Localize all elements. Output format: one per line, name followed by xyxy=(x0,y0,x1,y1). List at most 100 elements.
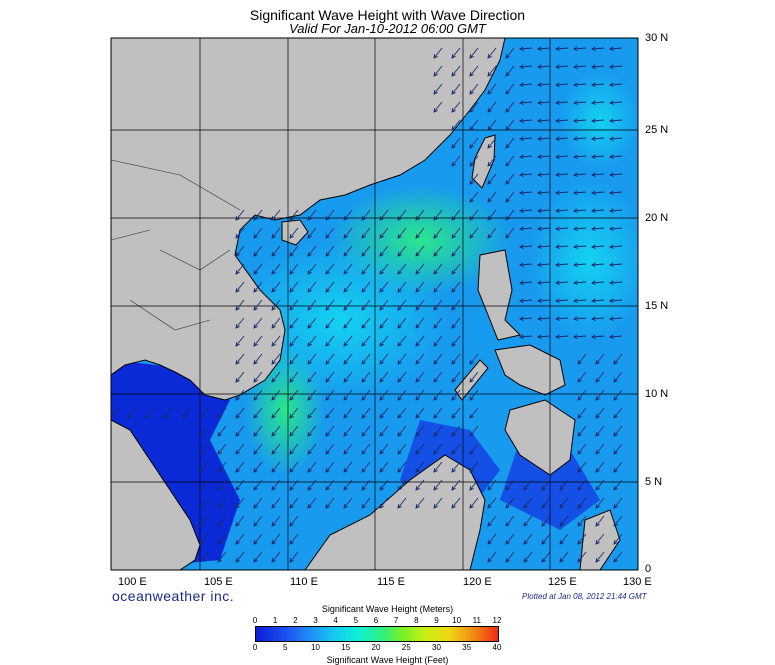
wave-arrow xyxy=(433,83,443,95)
wave-arrow xyxy=(343,281,353,293)
wave-arrow xyxy=(469,119,479,131)
colorbar-title-feet: Significant Wave Height (Feet) xyxy=(326,655,449,665)
wave-arrow xyxy=(487,533,497,545)
wave-arrow xyxy=(307,353,317,365)
wave-arrow xyxy=(361,461,371,473)
wave-arrow xyxy=(609,100,623,106)
wave-arrow xyxy=(505,65,515,77)
wave-arrow xyxy=(379,317,389,329)
wave-arrow xyxy=(397,443,407,455)
wave-arrow xyxy=(451,281,461,293)
wave-arrow xyxy=(573,136,587,142)
wave-arrow xyxy=(325,299,335,311)
wave-arrow xyxy=(397,353,407,365)
meter-tick: 4 xyxy=(333,616,338,625)
wave-arrow xyxy=(505,173,515,185)
wave-arrow xyxy=(271,209,281,221)
wave-arrow xyxy=(487,83,497,95)
wave-arrow xyxy=(577,533,587,545)
wave-arrow xyxy=(271,443,281,455)
wave-arrow xyxy=(235,281,245,293)
wave-arrow xyxy=(487,515,497,527)
feet-tick: 0 xyxy=(252,643,258,652)
wave-arrow xyxy=(573,298,587,304)
wave-arrow xyxy=(519,226,533,232)
wave-arrow xyxy=(451,47,461,59)
meter-tick: 11 xyxy=(472,616,481,625)
wave-arrow xyxy=(451,101,461,113)
wave-arrow xyxy=(307,443,317,455)
wave-arrow xyxy=(595,551,605,563)
wave-arrow xyxy=(469,407,479,419)
wave-arrow xyxy=(379,281,389,293)
wave-arrow xyxy=(555,262,569,268)
wave-arrow xyxy=(433,245,443,257)
wave-arrow xyxy=(199,533,209,545)
wave-arrow xyxy=(343,461,353,473)
wave-arrow xyxy=(537,190,551,196)
wave-arrow xyxy=(609,280,623,286)
wave-arrow xyxy=(433,209,443,221)
wave-arrow xyxy=(537,64,551,70)
wave-arrow xyxy=(451,353,461,365)
wave-arrow xyxy=(469,353,479,365)
wave-arrow xyxy=(591,118,605,124)
wave-arrow xyxy=(343,371,353,383)
wave-arrow xyxy=(555,46,569,52)
wave-arrow xyxy=(271,263,281,275)
meter-tick: 8 xyxy=(414,616,419,625)
wave-arrow xyxy=(559,533,569,545)
wave-arrow xyxy=(271,299,281,311)
wave-arrow xyxy=(199,497,209,509)
lat-label-30: 30 N xyxy=(645,32,669,44)
wave-arrow xyxy=(555,100,569,106)
wave-arrow xyxy=(523,479,533,491)
meter-tick: 9 xyxy=(434,616,439,625)
wave-arrow xyxy=(271,245,281,257)
wave-arrow xyxy=(573,280,587,286)
wave-arrow xyxy=(397,497,407,509)
wave-arrow xyxy=(559,497,569,509)
wave-arrow xyxy=(469,155,479,167)
wave-arrow xyxy=(235,227,245,239)
wave-arrow xyxy=(325,425,335,437)
wave-arrow xyxy=(433,353,443,365)
wave-arrow xyxy=(505,533,515,545)
wave-arrow xyxy=(523,497,533,509)
wave-arrow xyxy=(613,389,623,401)
wave-arrow xyxy=(451,317,461,329)
wave-arrow xyxy=(469,443,479,455)
wave-arrow xyxy=(379,299,389,311)
wave-arrow xyxy=(577,371,587,383)
wave-arrow xyxy=(573,190,587,196)
colorbar xyxy=(255,626,499,642)
wave-arrow xyxy=(271,371,281,383)
wave-arrow xyxy=(289,425,299,437)
wave-arrow xyxy=(253,425,263,437)
wave-arrow xyxy=(505,47,515,59)
wave-arrow xyxy=(325,317,335,329)
wave-arrow xyxy=(361,263,371,275)
wave-arrow xyxy=(253,497,263,509)
wave-arrow xyxy=(379,245,389,257)
wave-arrow xyxy=(271,353,281,365)
wave-arrow xyxy=(573,172,587,178)
wave-arrow xyxy=(591,208,605,214)
wave-arrow xyxy=(537,298,551,304)
wave-arrow xyxy=(591,226,605,232)
wave-arrow xyxy=(361,317,371,329)
wave-arrow xyxy=(253,353,263,365)
wave-arrow xyxy=(451,371,461,383)
wave-arrow xyxy=(361,371,371,383)
wave-arrow xyxy=(379,371,389,383)
wave-arrow xyxy=(555,118,569,124)
wave-arrow xyxy=(573,82,587,88)
wave-arrow xyxy=(199,479,209,491)
wave-arrow xyxy=(289,317,299,329)
wave-arrow xyxy=(577,407,587,419)
wave-arrow xyxy=(613,479,623,491)
wave-arrow xyxy=(379,389,389,401)
wave-arrow xyxy=(397,245,407,257)
wave-arrow xyxy=(307,227,317,239)
wave-arrow xyxy=(433,317,443,329)
